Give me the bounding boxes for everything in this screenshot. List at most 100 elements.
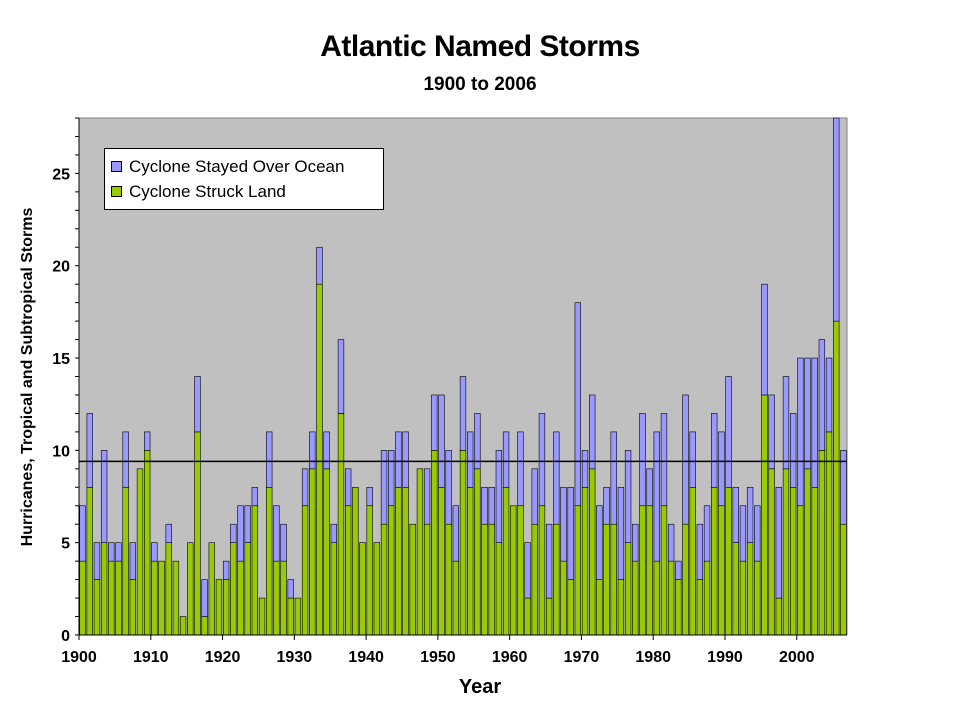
bar-land [280,560,287,636]
bar-land [825,431,833,636]
bar-ocean [388,450,395,507]
bar-land [215,579,223,636]
y-tick-label: 0 [61,628,70,645]
bar-land [667,560,675,636]
bar-land [79,560,86,636]
bar-land [746,542,754,636]
bar-land [711,486,718,636]
bar-ocean [230,523,237,543]
bar-ocean [86,413,93,488]
bar-land [129,579,137,636]
bar-land [316,283,323,636]
bar-ocean [481,486,488,525]
bar-land [352,486,359,636]
bar-land [689,486,696,636]
bar-ocean [581,450,589,488]
bar-land [474,468,481,636]
bar-land [294,597,302,636]
bar-land [187,542,194,636]
bar-land [725,486,732,636]
y-tick-label: 20 [52,259,70,276]
bar-ocean [467,431,474,488]
bar-ocean [316,246,323,285]
bar-land [789,486,797,636]
bar-ocean [603,486,610,525]
bar-land [718,505,725,636]
bar-land [100,542,108,636]
bar-ocean [646,468,653,507]
bar-ocean [761,283,768,396]
bar-land [653,560,660,636]
bar-ocean [380,450,388,525]
bar-land [237,560,244,636]
bar-land [144,450,151,636]
bar-land [251,505,259,636]
bar-ocean [79,505,86,562]
bar-land [596,579,603,636]
bar-ocean [237,505,244,562]
bar-land [768,468,775,636]
x-tick-label: 1900 [61,649,97,666]
bar-ocean [675,560,682,580]
bar-ocean [538,413,546,507]
x-tick-label: 2000 [779,649,815,666]
bar-ocean [682,394,689,525]
bar-land [833,320,840,636]
bar-ocean [689,431,696,488]
bar-land [409,523,416,636]
bar-land [589,468,596,636]
bar-land [416,468,424,636]
bar-ocean [273,505,280,562]
bar-land [431,450,438,636]
y-tick-label: 10 [52,443,70,460]
bar-land [309,468,316,636]
bar-land [438,486,445,636]
bar-land [761,394,768,636]
bar-ocean [567,486,574,580]
bar-land [151,560,158,636]
legend-label-ocean: Cyclone Stayed Over Ocean [129,156,345,176]
bar-land [581,486,589,636]
bar-land [301,505,309,636]
bar-ocean [789,413,797,488]
x-tick-label: 1930 [277,649,313,666]
bar-ocean [165,523,172,543]
bar-land [158,560,165,636]
bar-ocean [144,431,151,451]
x-tick-label: 1970 [564,649,600,666]
bar-ocean [244,505,251,543]
bar-land [574,505,582,636]
bar-ocean [574,302,582,507]
bar-ocean [129,542,137,580]
bar-land [366,505,373,636]
legend-item-land: Cyclone Struck Land [105,179,383,204]
bar-land [165,542,172,636]
bar-land [732,542,739,636]
bar-land [696,579,704,636]
bar-ocean [517,431,524,507]
bar-land [560,560,567,636]
bar-land [388,505,395,636]
x-tick-label: 1950 [420,649,456,666]
bar-ocean [797,357,804,507]
bar-ocean [122,431,129,488]
bar-ocean [251,486,259,507]
bar-land [510,505,517,636]
y-axis-label: Hurricanes, Tropical and Subtropical Sto… [19,207,36,547]
bar-ocean [301,468,309,507]
bar-land [222,579,230,636]
bar-land [531,523,538,636]
bar-land [754,560,761,636]
bar-ocean [366,486,373,507]
bar-ocean [560,486,567,562]
bar-land [782,468,790,636]
bar-ocean [151,542,158,562]
bar-land [230,542,237,636]
bar-land [323,468,330,636]
bar-ocean [782,376,790,470]
bar-land [459,450,467,636]
y-tick-label: 5 [61,536,70,553]
x-tick-label: 1980 [635,649,671,666]
